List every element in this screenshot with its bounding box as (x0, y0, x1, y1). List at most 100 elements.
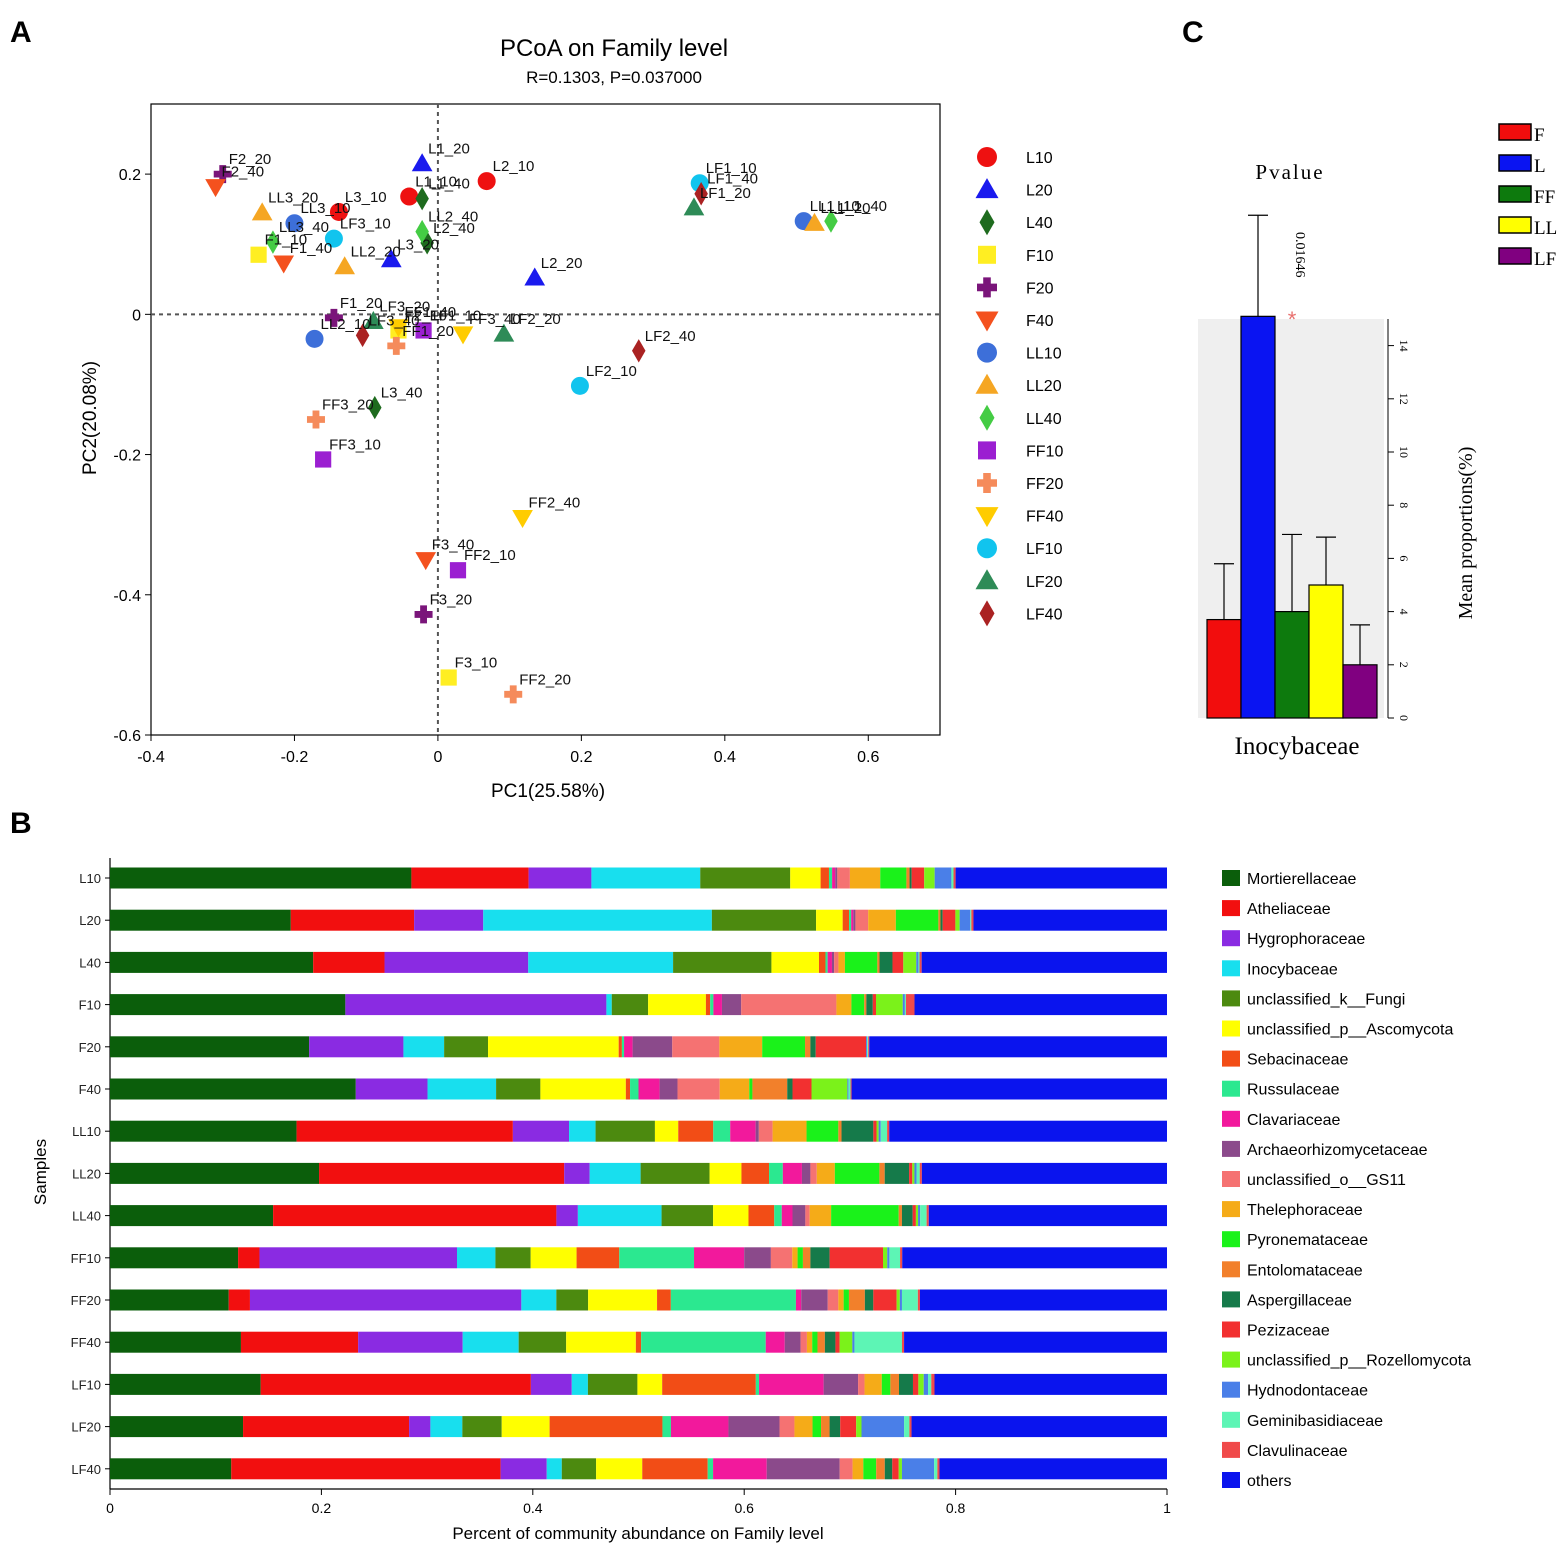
stacked-segment-l20-unclassified-p-ascomycota (816, 909, 843, 931)
stacked-segment-l20-others (973, 909, 1167, 931)
stacked-segment-f20-thelephoraceae (719, 1036, 763, 1058)
stacked-segment-lf10-hygrophoraceae (530, 1373, 572, 1395)
stacked-segment-f10-hygrophoraceae (345, 994, 607, 1016)
stacked-segment-f40-clavulinaceae (850, 1078, 852, 1100)
pcoa-plot-frame (150, 103, 941, 736)
pcoa-legend-marker-f40 (975, 311, 999, 332)
stacked-segment-ff10-mortierellaceae (110, 1247, 239, 1269)
stacked-segment-l40-pyronemataceae (844, 951, 878, 973)
stacked-segment-f10-mortierellaceae (110, 994, 346, 1016)
pcoa-legend-label: FF40 (1026, 509, 1063, 526)
stacked-segment-ll10-unclassified-p-ascomycota (654, 1120, 679, 1142)
stacked-segment-l40-clavariaceae (827, 951, 832, 973)
stacked-legend-swatch-hydnodontaceae (1222, 1381, 1240, 1398)
stacked-segment-ff40-unclassified-o-gs11 (800, 1331, 807, 1353)
stacked-segment-ff10-unclassified-o-gs11 (770, 1247, 793, 1269)
pcoa-point-l3-20 (380, 249, 402, 268)
stacked-segment-f10-geminibasidiaceae (904, 994, 906, 1016)
pcoa-point-label: F3_20 (430, 591, 473, 608)
pcoa-legend-marker-l40 (979, 209, 995, 236)
stacked-segment-f10-inocybaceae (606, 994, 612, 1016)
stacked-segment-lf10-archaeorhizomycetaceae (823, 1373, 859, 1395)
pcoa-point-label: L2_40 (433, 220, 475, 237)
pcoa-point-f3-20 (414, 605, 433, 624)
stacked-bar-chart: 0 0.2 0.4 0.6 0.8 1 L10 L20 L40 F10 F20 F40 LL10 LL20… (31, 858, 1471, 1543)
pcoa-point-f3-10 (440, 669, 457, 686)
stacked-legend-label: Aspergillaceae (1247, 1292, 1352, 1309)
stacked-legend-swatch-others (1222, 1472, 1240, 1488)
stacked-segment-ff20-unclassified-p-rozellomycota (896, 1289, 900, 1311)
stacked-segment-lf20-pezizaceae (840, 1416, 857, 1438)
pcoa-point-ll1-20 (804, 212, 825, 231)
pcoa-point-label: L1_40 (428, 176, 470, 193)
stacked-segment-ll40-thelephoraceae (809, 1205, 832, 1227)
stacked-row-label: LL10 (72, 1124, 101, 1139)
stacked-segment-lf10-aspergillaceae (898, 1373, 913, 1395)
pcoa-point-label: LF2_10 (586, 363, 637, 380)
stacked-segment-l10-archaeorhizomycetaceae (835, 867, 838, 889)
stacked-segment-lf40-russulaceae (707, 1458, 714, 1480)
stacked-segment-ll20-others (921, 1162, 1167, 1184)
stacked-segment-ff20-others (919, 1289, 1167, 1311)
stacked-segment-f40-unclassified-o-gs11 (677, 1078, 720, 1100)
pcoa-point-label: LF3_20 (379, 298, 430, 315)
stacked-segment-ff10-unclassified-k-fungi (495, 1247, 531, 1269)
pcoa-point-label: LL2_10 (321, 316, 371, 333)
stacked-segment-lf20-clavariaceae (670, 1416, 729, 1438)
pcoa-point-ff3-40 (452, 326, 474, 345)
pcoa-chart: PCoA on Family level R=0.1303, P=0.03700… (80, 35, 1063, 802)
pcoa-point-label: LF3_40 (369, 312, 420, 329)
stacked-legend-swatch-entolomataceae (1222, 1261, 1240, 1278)
stacked-segment-lf40-hygrophoraceae (500, 1458, 547, 1480)
stacked-segment-lf20-aspergillaceae (829, 1416, 841, 1438)
pcoa-point-l1-40 (415, 186, 429, 211)
stacked-segment-f10-russulaceae (710, 994, 714, 1016)
pcoa-point-l2-20 (524, 267, 546, 286)
stacked-segment-ll20-russulaceae (769, 1162, 783, 1184)
pcoa-x-tick-label: 0.4 (714, 749, 736, 766)
stacked-legend-label: Hydnodontaceae (1247, 1383, 1368, 1400)
pcoa-point-lf3-10 (324, 229, 343, 248)
stacked-legend-swatch-atheliaceae (1222, 900, 1240, 917)
stacked-segment-ll20-thelephoraceae (816, 1162, 835, 1184)
stacked-segment-ff40-thelephoraceae (806, 1331, 813, 1353)
stacked-segment-ll40-pezizaceae (912, 1205, 916, 1227)
stacked-row-label: LF20 (71, 1420, 101, 1435)
pcoa-point-label: F3_40 (432, 537, 475, 554)
stacked-segment-l10-hygrophoraceae (528, 867, 592, 889)
stacked-row-label: L40 (79, 955, 101, 970)
pcoa-point-label: L1_20 (428, 141, 470, 158)
pcoa-point-label: L3_10 (345, 189, 387, 206)
stacked-segment-ll40-hydnodontaceae (918, 1205, 921, 1227)
stacked-segment-ff20-clavariaceae (795, 1289, 802, 1311)
pcoa-legend-marker-ff20 (977, 473, 997, 493)
stacked-segment-l20-unclassified-o-gs11 (855, 909, 869, 931)
pvalue-bar-ff (1274, 610, 1310, 719)
stacked-segment-l20-thelephoraceae (868, 909, 896, 931)
pvalue-bar-l (1240, 315, 1276, 719)
stacked-segment-l10-clavulinaceae (953, 867, 956, 889)
stacked-segment-f20-clavariaceae (624, 1036, 633, 1058)
pcoa-point-ll2-10 (305, 329, 324, 348)
stacked-segment-ll10-pezizaceae (873, 1120, 877, 1142)
pvalue-legend-label: FF (1534, 187, 1555, 208)
pcoa-point-label: LL1_10 (810, 198, 860, 215)
stacked-segment-ff40-others (904, 1331, 1167, 1353)
stacked-segment-lf10-unclassified-p-ascomycota (637, 1373, 663, 1395)
stacked-segment-ff40-sebacinaceae (635, 1331, 642, 1353)
stacked-segment-f40-inocybaceae (427, 1078, 497, 1100)
stacked-segment-ff20-geminibasidiaceae (901, 1289, 918, 1311)
stacked-legend-label: unclassified_p__Rozellomycota (1247, 1353, 1471, 1370)
pvalue-chart: FL FF LL LF Pvalue 0 2 4 6 8 10 12 14 0.01646 * In… (1198, 123, 1557, 760)
pcoa-legend-label: FF20 (1026, 476, 1063, 493)
stacked-legend-label: Geminibasidiaceae (1247, 1413, 1383, 1430)
stacked-segment-lf10-mortierellaceae (110, 1373, 261, 1395)
stacked-segment-ll10-entolomataceae (838, 1120, 842, 1142)
stacked-segment-lf40-unclassified-p-rozellomycota (898, 1458, 902, 1480)
pcoa-x-tick-label: 0 (433, 749, 442, 766)
stacked-segment-lf40-clavariaceae (713, 1458, 767, 1480)
stacked-x-label: Percent of community abundance on Family… (452, 1524, 823, 1543)
stacked-segment-ff10-atheliaceae (238, 1247, 260, 1269)
stacked-legend-label: Sebacinaceae (1247, 1052, 1349, 1069)
pcoa-legend-marker-ff10 (978, 441, 996, 460)
